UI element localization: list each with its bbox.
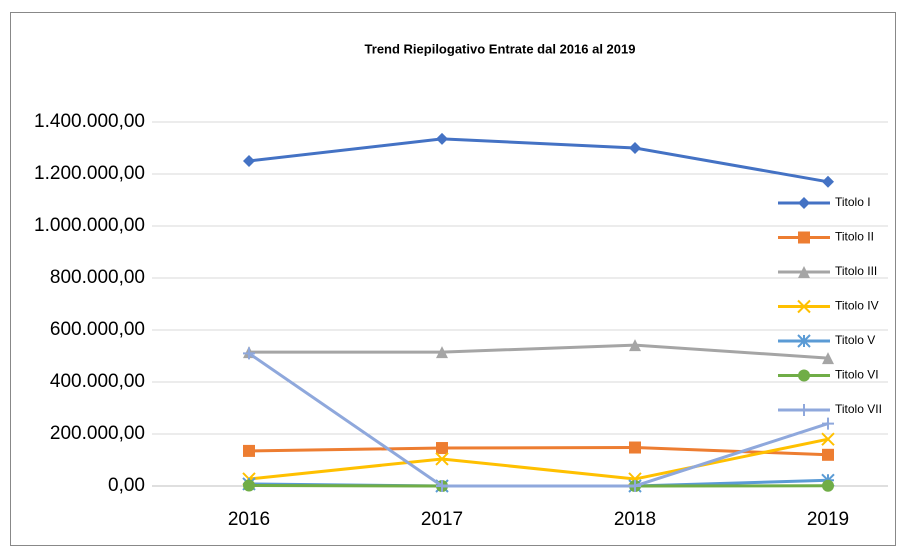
legend-label: Titolo V [835, 333, 875, 347]
y-tick-label: 1.000.000,00 [34, 215, 145, 236]
marker [243, 479, 255, 492]
x-tick-label: 2017 [421, 509, 463, 530]
legend-label: Titolo VII [835, 402, 882, 416]
series-line [248, 437, 829, 481]
marker [797, 299, 811, 314]
series-line [248, 137, 829, 184]
marker [822, 479, 834, 492]
legend-label: Titolo II [835, 230, 874, 244]
y-tick-label: 0,00 [108, 475, 145, 496]
y-tick-label: 600.000,00 [50, 319, 145, 340]
marker [798, 231, 810, 244]
y-tick-label: 1.200.000,00 [34, 163, 145, 184]
marker [798, 266, 810, 278]
series-line [248, 446, 829, 457]
legend-label: Titolo VI [835, 368, 879, 382]
marker [821, 432, 835, 446]
marker [435, 452, 449, 466]
marker [822, 448, 834, 461]
marker [243, 155, 255, 167]
y-tick-label: 400.000,00 [50, 371, 145, 392]
legend-label: Titolo III [835, 264, 877, 278]
marker [436, 346, 448, 359]
marker [798, 404, 810, 416]
marker [797, 334, 811, 348]
marker [629, 480, 641, 492]
chart-title: Trend Riepilogativo Entrate dal 2016 al … [365, 41, 636, 56]
marker [629, 441, 641, 454]
marker [243, 444, 255, 457]
marker [798, 197, 810, 209]
series-line [249, 343, 829, 360]
marker [822, 417, 834, 430]
y-tick-label: 800.000,00 [50, 267, 145, 288]
marker [436, 480, 448, 492]
marker [436, 442, 448, 455]
marker [798, 369, 810, 382]
legend-label: Titolo IV [835, 299, 879, 313]
x-tick-label: 2019 [807, 509, 849, 530]
y-tick-label: 1.400.000,00 [34, 111, 145, 132]
marker [243, 347, 255, 360]
marker [629, 142, 641, 154]
marker [629, 339, 641, 352]
x-tick-label: 2016 [228, 509, 270, 530]
y-tick-label: 200.000,00 [50, 423, 145, 444]
series-line [248, 352, 829, 488]
x-tick-label: 2018 [614, 509, 656, 530]
legend-label: Titolo I [835, 195, 871, 209]
marker [822, 175, 834, 188]
marker [436, 132, 448, 145]
marker [822, 352, 834, 365]
